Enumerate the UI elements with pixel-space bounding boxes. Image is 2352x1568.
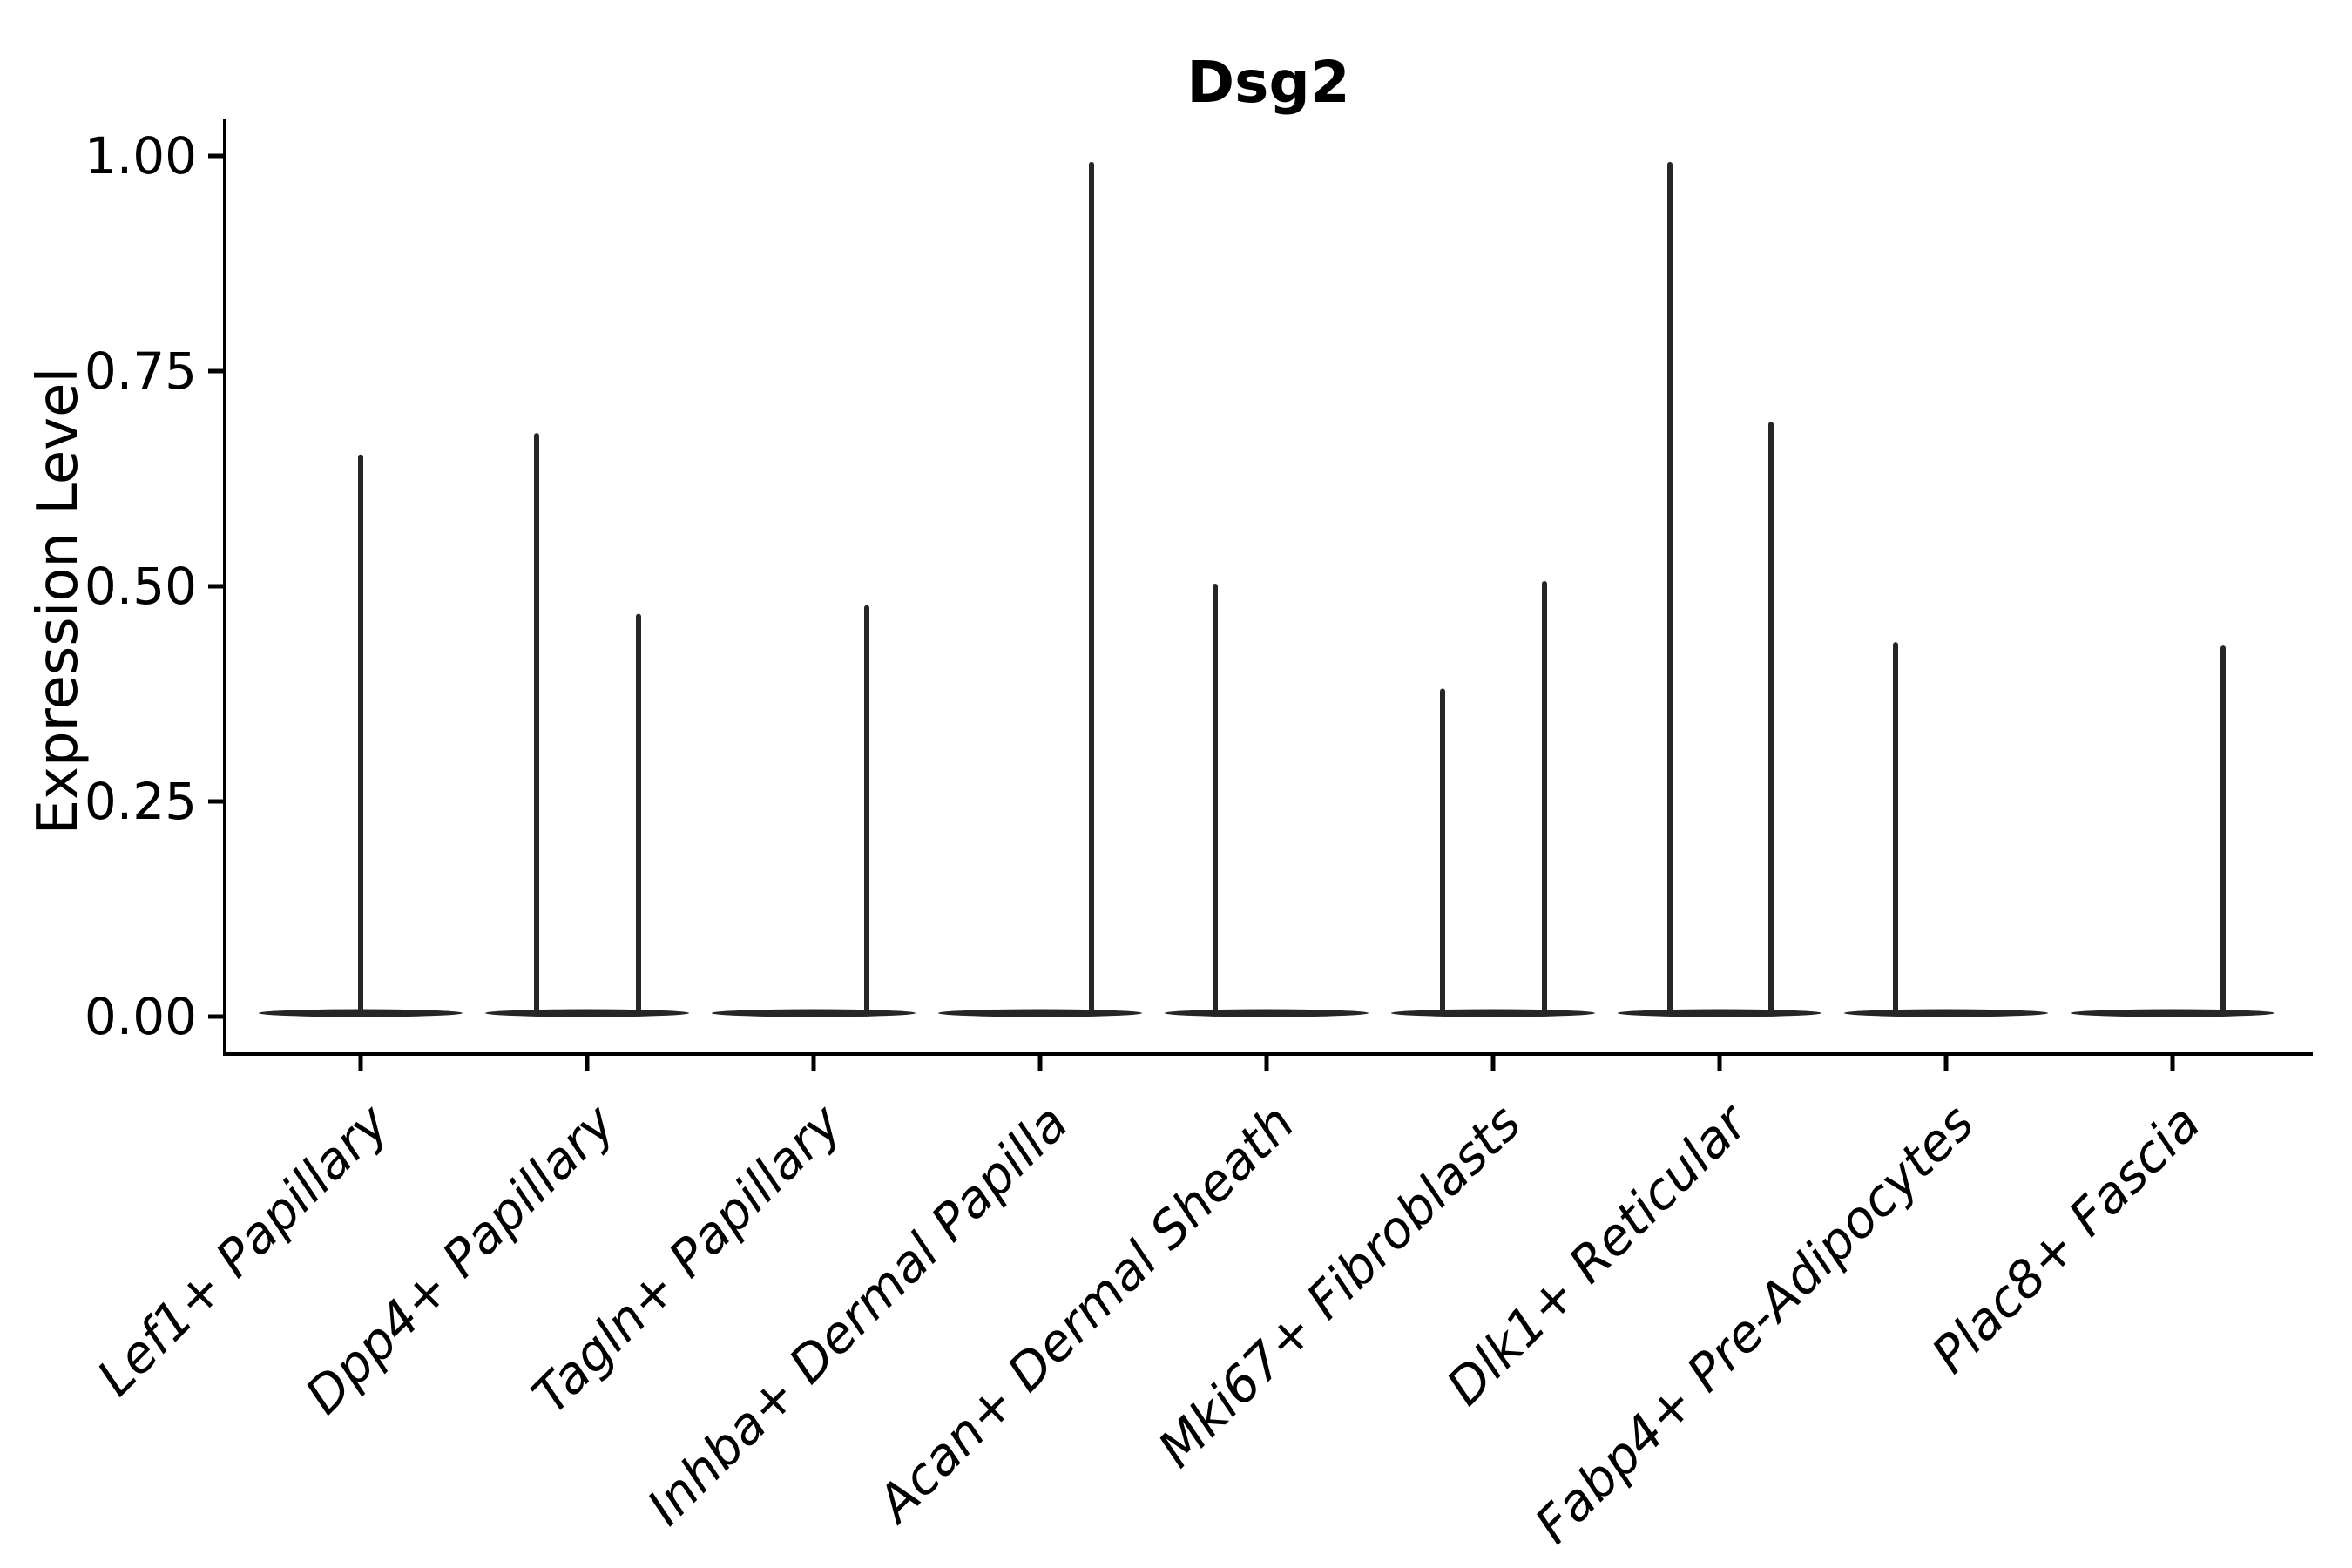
y-tick-label: 0.75 [84, 341, 197, 401]
y-tick-label: 0.50 [84, 557, 197, 616]
x-tick-label: Fabp4+ Pre-Adipocytes [1524, 1093, 1985, 1555]
violin [2071, 645, 2274, 1017]
violin [1844, 642, 2048, 1017]
violin-baseline [1165, 1009, 1369, 1017]
violin-baseline [485, 1009, 689, 1017]
x-tick-label: Inhba+ Dermal Papilla [636, 1093, 1079, 1537]
violin-baseline [1844, 1009, 2048, 1017]
violin-baseline [1391, 1009, 1595, 1017]
y-axis-label: Expression Level [26, 368, 91, 835]
x-tick-label: Acan+ Dermal Sheath [863, 1093, 1306, 1536]
plot-title: Dsg2 [1186, 49, 1349, 116]
violin [712, 605, 916, 1017]
y-tick-label: 0.25 [84, 772, 197, 831]
violin-baseline [938, 1009, 1142, 1017]
violin-baseline [1618, 1009, 1821, 1017]
violin-baseline [2071, 1009, 2274, 1017]
violin-layer [259, 161, 2274, 1017]
axes-layer [208, 119, 2313, 1071]
violin-baseline [712, 1009, 916, 1017]
violin [938, 161, 1142, 1017]
y-tick-label: 1.00 [84, 126, 197, 186]
y-tick-label: 0.00 [84, 987, 197, 1046]
violin [1618, 161, 1821, 1017]
x-tick-label: Mki67+ Fibroblasts [1146, 1093, 1532, 1479]
violin [259, 454, 463, 1017]
violin [1391, 581, 1595, 1017]
violin [485, 433, 689, 1017]
violin [1165, 584, 1369, 1017]
